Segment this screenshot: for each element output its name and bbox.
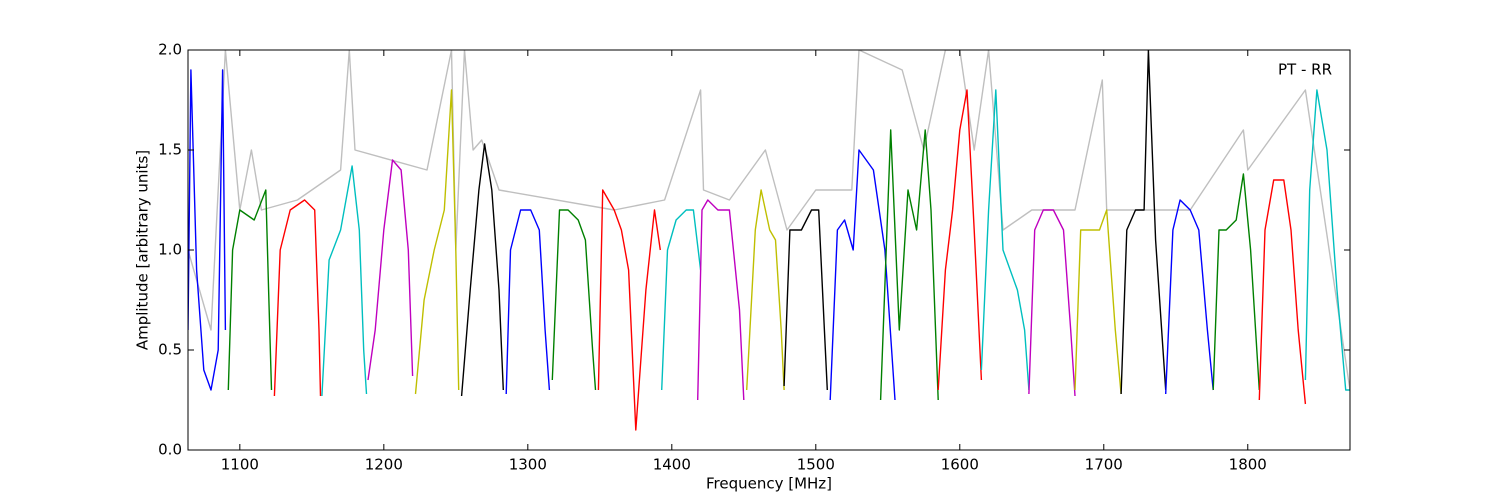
y-tick-label: 1.0 xyxy=(158,241,182,259)
series-line xyxy=(697,199,745,401)
series-line xyxy=(1212,173,1260,391)
plot-lines xyxy=(188,50,1350,431)
series-line xyxy=(980,89,1030,391)
y-tick-label: 0.5 xyxy=(158,341,182,359)
y-axis-label: Amplitude [arbitrary units] xyxy=(134,150,152,350)
series-line xyxy=(746,189,785,391)
series-line xyxy=(661,209,702,391)
annotation: PT - RR xyxy=(1278,61,1332,79)
y-tick-label: 1.5 xyxy=(158,141,182,159)
x-tick-label: 1200 xyxy=(365,456,403,474)
y-tick-label: 0.0 xyxy=(158,441,182,459)
series-line xyxy=(188,69,227,391)
series-line xyxy=(321,165,368,397)
series-line xyxy=(1258,179,1307,405)
series-line xyxy=(414,89,460,395)
series-line xyxy=(227,189,273,391)
series-line xyxy=(937,89,983,391)
x-axis-label: Frequency [MHz] xyxy=(706,475,832,493)
series-line xyxy=(460,143,504,397)
series-line xyxy=(1028,209,1076,397)
series-line xyxy=(1304,89,1350,391)
x-tick-label: 1400 xyxy=(653,456,691,474)
series-line xyxy=(829,149,896,401)
series-line xyxy=(783,209,828,391)
x-tick-label: 1500 xyxy=(797,456,835,474)
series-line xyxy=(188,50,1350,391)
series-line xyxy=(551,209,597,391)
x-tick-label: 1800 xyxy=(1229,456,1267,474)
x-tick-label: 1600 xyxy=(941,456,979,474)
series-line xyxy=(1074,209,1122,395)
plot-frame xyxy=(187,49,1351,451)
y-tick-label: 2.0 xyxy=(158,41,182,59)
series-line xyxy=(505,209,551,395)
x-tick-label: 1100 xyxy=(221,456,259,474)
x-tick-label: 1700 xyxy=(1085,456,1123,474)
series-line xyxy=(1120,50,1167,395)
series-line xyxy=(367,159,414,381)
series-line xyxy=(1165,199,1214,395)
series-line xyxy=(879,129,939,401)
series-line xyxy=(597,189,661,431)
x-tick-label: 1300 xyxy=(509,456,547,474)
series-line xyxy=(273,199,322,397)
